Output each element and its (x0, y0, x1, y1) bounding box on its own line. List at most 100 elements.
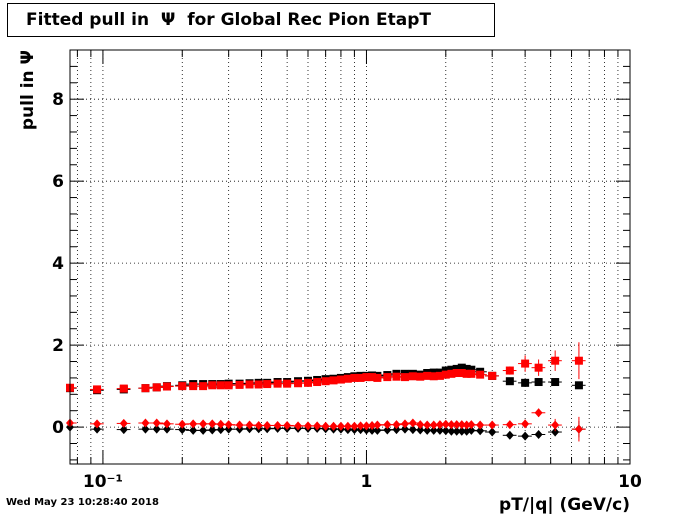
y-tick-label: 8 (52, 90, 64, 110)
data-point-diamond (152, 424, 161, 434)
data-point-diamond (263, 420, 272, 430)
data-point-diamond (224, 420, 233, 430)
data-point-square (467, 369, 476, 378)
data-point-diamond (93, 419, 102, 429)
data-point-diamond (400, 424, 409, 434)
data-point-square (452, 364, 461, 373)
data-point-diamond (199, 419, 208, 429)
data-point-square (294, 379, 303, 388)
tick-labels: 0 2 4 6 8 10⁻¹ 1 10 (52, 90, 642, 492)
data-point-diamond (162, 424, 171, 434)
gridlines (70, 50, 631, 464)
x-tick-label: 10 (618, 472, 642, 492)
data-point-square (447, 369, 456, 378)
data-point-diamond (551, 420, 560, 430)
data-point-square (467, 365, 476, 374)
data-point-square (534, 378, 543, 387)
data-point-diamond (189, 425, 198, 435)
data-point-square (534, 363, 543, 372)
data-point-diamond (408, 418, 417, 428)
data-point-square (178, 382, 187, 391)
data-point-diamond (505, 420, 514, 430)
data-point-square (441, 370, 450, 379)
data-point-diamond (383, 425, 392, 435)
data-point-diamond (273, 420, 282, 430)
data-point-square (400, 373, 409, 382)
data-point-diamond (488, 427, 497, 437)
data-point-square (505, 377, 514, 386)
timestamp: Wed May 23 10:28:40 2018 (6, 497, 159, 508)
data-point-square (263, 380, 272, 389)
data-point-diamond (141, 424, 150, 434)
y-tick-label: 4 (52, 254, 64, 274)
data-point-square (141, 384, 150, 393)
data-point-diamond (476, 420, 485, 430)
data-point-diamond (152, 418, 161, 428)
data-point-diamond (313, 421, 322, 431)
data-point-square (447, 365, 456, 374)
data-point-diamond (283, 420, 292, 430)
data-point-diamond (199, 425, 208, 435)
data-point-square (441, 366, 450, 375)
data-point-diamond (178, 419, 187, 429)
data-point-diamond (373, 420, 382, 430)
y-tick-label: 6 (52, 172, 64, 192)
data-point-square (462, 364, 471, 373)
data-point-diamond (373, 425, 382, 435)
data-point-square (336, 375, 345, 384)
data-point-diamond (329, 421, 338, 431)
data-point-square (235, 380, 244, 389)
data-point-diamond (294, 421, 303, 431)
y-tick-label: 0 (52, 418, 64, 438)
data-point-diamond (189, 419, 198, 429)
data-point-diamond (467, 425, 476, 435)
axis-ticks (70, 49, 631, 464)
data-point-square (435, 371, 444, 380)
data-point-diamond (216, 425, 225, 435)
data-point-diamond (392, 420, 401, 430)
data-point-diamond (505, 430, 514, 440)
x-axis-label: pT/|q| (GeV/c) (499, 495, 630, 514)
y-axis-label: pull in Ψ (18, 50, 38, 130)
data-point-diamond (224, 424, 233, 434)
data-point-square (476, 370, 485, 379)
data-point-diamond (178, 425, 187, 435)
data-point-diamond (245, 420, 254, 430)
data-point-square (119, 384, 128, 393)
data-point-square (303, 378, 312, 387)
data-point-diamond (521, 419, 530, 429)
data-point-square (551, 356, 560, 365)
data-point-square (505, 366, 514, 375)
data-point-square (321, 377, 330, 386)
data-point-diamond (208, 425, 217, 435)
data-point-diamond (303, 421, 312, 431)
data-point-diamond (488, 420, 497, 430)
data-point-diamond (93, 424, 102, 434)
data-point-diamond (119, 418, 128, 428)
data-point-diamond (400, 419, 409, 429)
data-point-square (208, 381, 217, 390)
data-point-diamond (534, 408, 543, 418)
data-point-square (373, 373, 382, 382)
data-point-diamond (467, 420, 476, 430)
data-point-diamond (141, 418, 150, 428)
data-point-square (254, 380, 263, 389)
data-point-diamond (392, 425, 401, 435)
data-point-diamond (521, 431, 530, 441)
data-point-diamond (254, 420, 263, 430)
data-point-square (368, 373, 377, 382)
data-point-diamond (162, 419, 171, 429)
x-tick-label: 1 (361, 472, 373, 492)
data-point-diamond (574, 424, 583, 434)
data-point-square (273, 379, 282, 388)
data-point-square (488, 371, 497, 380)
data-point-square (356, 373, 365, 382)
data-point-square (383, 373, 392, 382)
data-point-diamond (551, 427, 560, 437)
data-point-square (189, 382, 198, 391)
data-point-square (574, 356, 583, 365)
data-point-square (329, 376, 338, 385)
data-point-square (245, 380, 254, 389)
data-point-square (313, 378, 322, 387)
